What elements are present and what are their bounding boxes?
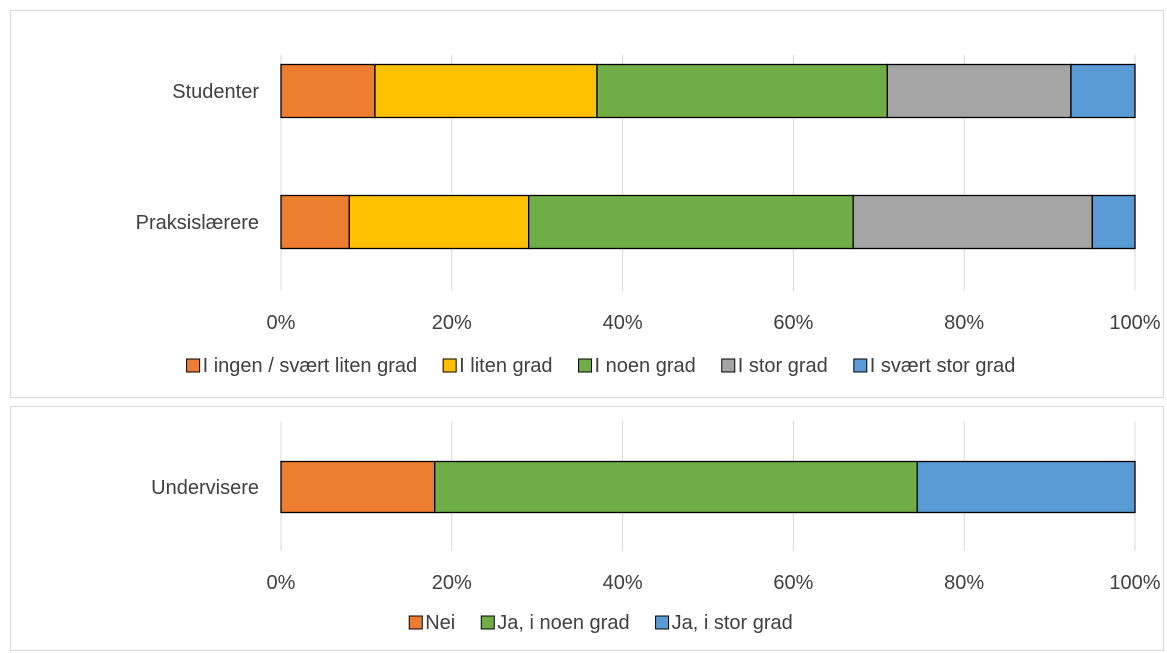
legend-label: Ja, i stor grad — [672, 612, 793, 634]
x-tick-label: 20% — [432, 572, 472, 594]
x-tick-label: 40% — [603, 312, 643, 334]
legend-swatch — [721, 358, 736, 373]
legend: I ingen / svært liten grad I liten grad I … — [186, 355, 1016, 377]
legend-swatch — [853, 358, 868, 373]
bar-segment-studenter-i-svaert-stor-grad — [1070, 63, 1136, 119]
bar-segment-praksislaerere-i-stor-grad — [852, 194, 1093, 250]
bar-segment-studenter-i-noen-grad — [596, 63, 888, 119]
stacked-bar-chart-1: Studenter Praksislærere 0% 20% 40% 60% 80% 100%… — [136, 55, 1161, 377]
category-label: Praksislærere — [136, 212, 259, 234]
legend-label: I stor grad — [738, 355, 828, 377]
x-tick-label: 40% — [603, 572, 643, 594]
legend-label: I liten grad — [459, 355, 552, 377]
legend-swatch — [578, 358, 593, 373]
chart-panel-2: Undervisere 0% 20% 40% 60% 80% 100% Nei Ja, i no… — [10, 406, 1164, 651]
bar-segment-undervisere-ja-i-noen-grad — [434, 460, 918, 514]
legend: Nei Ja, i noen grad Ja, i stor grad — [408, 612, 793, 634]
legend-label: Ja, i noen grad — [497, 612, 629, 634]
x-tick-label: 60% — [773, 312, 813, 334]
legend-swatch — [186, 358, 201, 373]
bar-segment-studenter-i-liten-grad — [374, 63, 598, 119]
stacked-bar-chart-2: Undervisere 0% 20% 40% 60% 80% 100% Nei Ja, i no… — [151, 421, 1161, 634]
category-label: Undervisere — [151, 477, 259, 499]
legend-swatch — [480, 615, 495, 630]
x-tick-label: 60% — [773, 572, 813, 594]
category-label: Studenter — [172, 81, 259, 103]
legend-label: I noen grad — [595, 355, 696, 377]
x-tick-label: 0% — [267, 572, 296, 594]
bar-segment-praksislaerere-i-svaert-stor-grad — [1091, 194, 1136, 250]
legend-label: I ingen / svært liten grad — [203, 355, 418, 377]
bar-segment-undervisere-nei — [280, 460, 436, 514]
x-tick-label: 100% — [1109, 312, 1160, 334]
legend-label: I svært stor grad — [870, 355, 1016, 377]
x-tick-label: 20% — [432, 312, 472, 334]
bar-segment-studenter-i-stor-grad — [886, 63, 1072, 119]
bar-segment-praksislaerere-i-liten-grad — [348, 194, 530, 250]
legend-swatch — [442, 358, 457, 373]
chart-panel-1: Studenter Praksislærere 0% 20% 40% 60% 80% 100%… — [10, 10, 1164, 398]
legend-swatch — [655, 615, 670, 630]
x-tick-label: 0% — [267, 312, 296, 334]
bar-segment-undervisere-ja-i-stor-grad — [916, 460, 1136, 514]
bar-segment-praksislaerere-i-noen-grad — [528, 194, 854, 250]
x-tick-label: 100% — [1109, 572, 1160, 594]
legend-swatch — [408, 615, 423, 630]
x-tick-label: 80% — [944, 572, 984, 594]
bar-segment-praksislaerere-i-ingen-svaert-liten-grad — [280, 194, 350, 250]
x-tick-label: 80% — [944, 312, 984, 334]
bar-segment-studenter-i-ingen-svaert-liten-grad — [280, 63, 376, 119]
legend-label: Nei — [425, 612, 455, 634]
